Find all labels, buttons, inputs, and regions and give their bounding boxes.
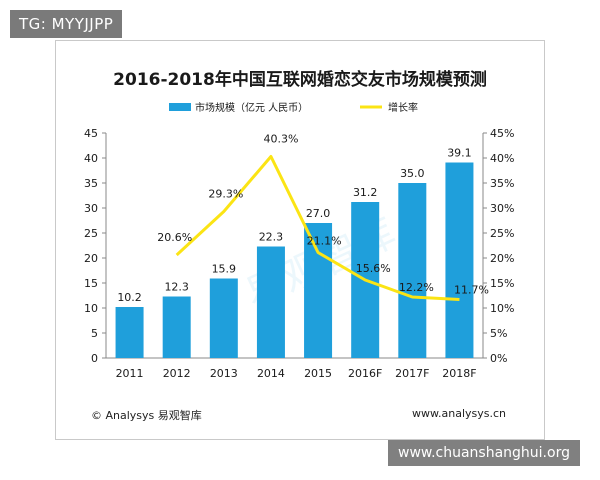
y-right-tick-label: 40%	[490, 152, 514, 165]
x-tick-label: 2018F	[442, 367, 476, 380]
legend-line-label: 增长率	[388, 101, 418, 114]
bar-value-label: 35.0	[400, 167, 425, 180]
x-tick-label: 2013	[210, 367, 238, 380]
bar-value-label: 12.3	[164, 281, 189, 294]
line-value-label: 29.3%	[208, 188, 243, 201]
source-credit: © Analysys 易观智库	[91, 409, 202, 422]
bar-value-label: 15.9	[212, 263, 237, 276]
y-right-tick-label: 20%	[490, 252, 514, 265]
bar-value-label: 31.2	[353, 186, 378, 199]
source-url: www.analysys.cn	[412, 407, 506, 420]
bar	[304, 223, 333, 358]
y-right-tick-label: 15%	[490, 277, 514, 290]
x-tick-label: 2016F	[348, 367, 382, 380]
y-left-tick-label: 30	[84, 202, 98, 215]
bar	[445, 162, 474, 358]
x-tick-label: 2017F	[395, 367, 429, 380]
chart-plot: 易观智库市场规模（亿元 人民币）增长率0510152025303540450%5…	[84, 101, 514, 380]
bar	[209, 278, 238, 358]
y-left-tick-label: 10	[84, 302, 98, 315]
tg-badge: TG: MYYJJPP	[10, 10, 123, 38]
y-right-tick-label: 0%	[490, 352, 507, 365]
bar	[162, 296, 191, 358]
bar-value-label: 39.1	[447, 147, 472, 160]
line-value-label: 20.6%	[157, 231, 192, 244]
y-right-tick-label: 10%	[490, 302, 514, 315]
bar-value-label: 22.3	[259, 231, 284, 244]
chart-frame: 2016-2018年中国互联网婚恋交友市场规模预测 易观智库市场规模（亿元 人民…	[55, 40, 545, 440]
x-tick-label: 2015	[304, 367, 332, 380]
y-right-tick-label: 30%	[490, 202, 514, 215]
x-tick-label: 2012	[163, 367, 191, 380]
line-value-label: 40.3%	[263, 133, 298, 146]
x-tick-label: 2014	[257, 367, 285, 380]
line-value-label: 12.2%	[399, 281, 434, 294]
legend-bar-swatch	[169, 103, 191, 111]
bar-value-label: 27.0	[306, 207, 331, 220]
y-left-tick-label: 45	[84, 127, 98, 140]
y-left-tick-label: 0	[91, 352, 98, 365]
y-right-tick-label: 35%	[490, 177, 514, 190]
y-left-tick-label: 35	[84, 177, 98, 190]
chart-title: 2016-2018年中国互联网婚恋交友市场规模预测	[113, 70, 487, 90]
y-left-tick-label: 15	[84, 277, 98, 290]
y-left-tick-label: 40	[84, 152, 98, 165]
growth-line	[175, 155, 460, 301]
line-value-label: 15.6%	[356, 262, 391, 275]
bar	[398, 183, 427, 358]
y-right-tick-label: 5%	[490, 327, 507, 340]
bar-value-label: 10.2	[117, 291, 142, 304]
y-right-tick-label: 25%	[490, 227, 514, 240]
site-badge: www.chuanshanghui.org	[388, 440, 580, 466]
legend-bar-label: 市场规模（亿元 人民币）	[195, 101, 308, 114]
y-left-tick-label: 20	[84, 252, 98, 265]
y-left-tick-label: 25	[84, 227, 98, 240]
y-right-tick-label: 45%	[490, 127, 514, 140]
y-left-tick-label: 5	[91, 327, 98, 340]
line-value-label: 11.7%	[454, 284, 489, 297]
line-value-label: 21.1%	[307, 235, 342, 248]
bar	[115, 307, 144, 358]
bar	[256, 246, 285, 358]
x-tick-label: 2011	[116, 367, 144, 380]
